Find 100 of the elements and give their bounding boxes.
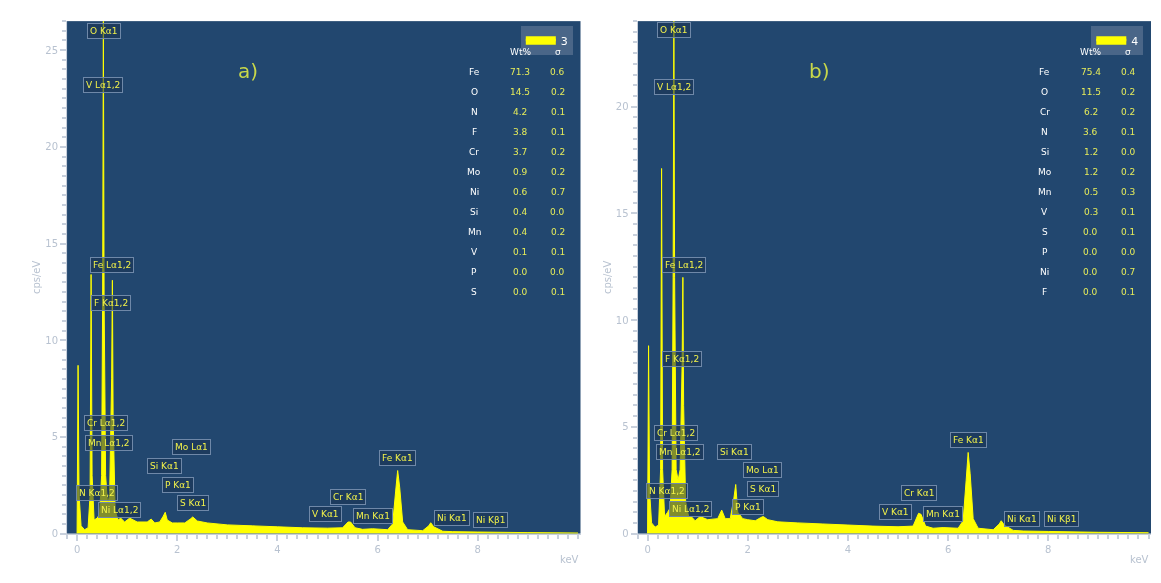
x-tick-label: 8 bbox=[474, 543, 481, 555]
annotation: 0.7 bbox=[1121, 267, 1136, 277]
annotation: 0.4 bbox=[513, 207, 528, 217]
annotation: Fe Lα1,2 bbox=[93, 260, 132, 270]
x-tick-label: 0 bbox=[644, 543, 651, 555]
annotation: Mo bbox=[467, 167, 481, 177]
annotation: 0.6 bbox=[550, 67, 565, 77]
annotation: P bbox=[471, 267, 477, 277]
annotation: 0.5 bbox=[1084, 187, 1099, 197]
annotation: 0.3 bbox=[1121, 187, 1136, 197]
annotation: 0.1 bbox=[1121, 207, 1136, 217]
annotation: 0.1 bbox=[551, 127, 566, 137]
annotation: Mn bbox=[468, 227, 482, 237]
annotation: Cr Kα1 bbox=[904, 488, 935, 498]
annotation: 11.5 bbox=[1081, 87, 1102, 97]
x-axis-title: keV bbox=[1130, 554, 1149, 565]
annotation: 0.4 bbox=[513, 227, 528, 237]
x-tick-label: 2 bbox=[744, 543, 751, 555]
annotation: 0.0 bbox=[1083, 227, 1098, 237]
text: b) bbox=[809, 59, 830, 83]
annotation: 0.0 bbox=[513, 287, 528, 297]
annotation: V bbox=[1041, 207, 1048, 217]
annotation: 0.1 bbox=[551, 107, 566, 117]
annotation: 4.2 bbox=[513, 107, 528, 117]
annotation: Ni Kβ1 bbox=[1047, 514, 1077, 524]
text: a) bbox=[238, 59, 259, 83]
annotation: 0.1 bbox=[551, 247, 566, 257]
y-tick-label: 0 bbox=[51, 528, 59, 540]
annotation: Mn Kα1 bbox=[356, 511, 390, 521]
annotation: 0.6 bbox=[513, 187, 528, 197]
annotation: Mn Lα1,2 bbox=[659, 447, 701, 457]
annotation: Cr Lα1,2 bbox=[657, 428, 696, 438]
annotation: 1.2 bbox=[1084, 167, 1099, 177]
annotation: P Kα1 bbox=[735, 502, 761, 512]
annotation: N bbox=[1041, 127, 1048, 137]
annotation: Fe Kα1 bbox=[953, 435, 984, 445]
annotation: 3.8 bbox=[513, 127, 528, 137]
annotation: Cr bbox=[469, 147, 480, 157]
annotation: O Kα1 bbox=[660, 25, 688, 35]
annotation: S bbox=[1042, 227, 1048, 237]
annotation: 0.0 bbox=[1083, 287, 1098, 297]
annotation: 0.1 bbox=[513, 247, 528, 257]
annotation: 0.3 bbox=[1084, 207, 1099, 217]
annotation: Si bbox=[470, 207, 479, 217]
annotation: Mn bbox=[1038, 187, 1052, 197]
annotation: S bbox=[471, 287, 477, 297]
annotation: 1.2 bbox=[1084, 147, 1099, 157]
annotation: Mo Lα1 bbox=[746, 465, 779, 475]
x-tick-label: 8 bbox=[1045, 543, 1052, 555]
annotation: 0.0 bbox=[550, 207, 565, 217]
annotation: σ bbox=[555, 47, 561, 57]
annotation: 0.0 bbox=[1121, 247, 1136, 257]
annotation: σ bbox=[1125, 47, 1131, 57]
y-tick-label: 20 bbox=[45, 141, 59, 153]
annotation: 0.1 bbox=[1121, 227, 1136, 237]
y-axis-title: cps/eV bbox=[31, 260, 43, 295]
annotation: 0.2 bbox=[551, 167, 566, 177]
annotation: 0.0 bbox=[513, 267, 528, 277]
annotation: 3.7 bbox=[513, 147, 528, 157]
x-tick-label: 0 bbox=[73, 543, 81, 555]
legend-label: 3 bbox=[560, 35, 568, 49]
y-tick-label: 15 bbox=[45, 238, 59, 250]
annotation: N bbox=[471, 107, 478, 117]
annotation: F bbox=[472, 127, 478, 137]
annotation: Ni Lα1,2 bbox=[672, 504, 710, 514]
annotation: O bbox=[1041, 87, 1049, 97]
annotation: 0.9 bbox=[513, 167, 528, 177]
annotation: Mo Lα1 bbox=[175, 442, 208, 452]
annotation: V Lα1,2 bbox=[657, 82, 692, 92]
annotation: Fe Lα1,2 bbox=[665, 260, 704, 270]
annotation: 0.2 bbox=[551, 147, 566, 157]
annotation: 0.2 bbox=[1121, 107, 1136, 117]
annotation: Mn Kα1 bbox=[926, 509, 960, 519]
y-axis-title: cps/eV bbox=[601, 260, 613, 295]
annotation: Cr Lα1,2 bbox=[87, 418, 126, 428]
annotation: F Kα1,2 bbox=[94, 298, 129, 308]
annotation: 0.2 bbox=[551, 87, 566, 97]
annotation: Ni Kα1 bbox=[1007, 514, 1037, 524]
y-tick-label: 15 bbox=[615, 207, 629, 219]
annotation: Cr Kα1 bbox=[333, 492, 364, 502]
annotation: 0.0 bbox=[1083, 247, 1098, 257]
annotation: 71.3 bbox=[510, 67, 531, 77]
y-tick-label: 25 bbox=[45, 44, 59, 56]
annotation: O bbox=[471, 87, 479, 97]
y-tick-label: 10 bbox=[45, 334, 59, 346]
annotation: Fe Kα1 bbox=[382, 453, 413, 463]
x-tick-label: 6 bbox=[944, 543, 952, 555]
annotation: Fe bbox=[1039, 67, 1050, 77]
x-tick-label: 4 bbox=[274, 543, 281, 555]
x-tick-label: 2 bbox=[174, 543, 181, 555]
annotation: O Kα1 bbox=[90, 26, 118, 36]
annotation: Ni Kβ1 bbox=[476, 515, 506, 525]
annotation: S Kα1 bbox=[180, 498, 207, 508]
annotation: 0.7 bbox=[551, 187, 566, 197]
y-tick-label: 5 bbox=[51, 431, 59, 443]
annotation: Si Kα1 bbox=[720, 447, 749, 457]
annotation: Cr bbox=[1040, 107, 1051, 117]
annotation: 0.2 bbox=[551, 227, 566, 237]
annotation: 0.1 bbox=[551, 287, 566, 297]
annotation: F Kα1,2 bbox=[665, 354, 700, 364]
